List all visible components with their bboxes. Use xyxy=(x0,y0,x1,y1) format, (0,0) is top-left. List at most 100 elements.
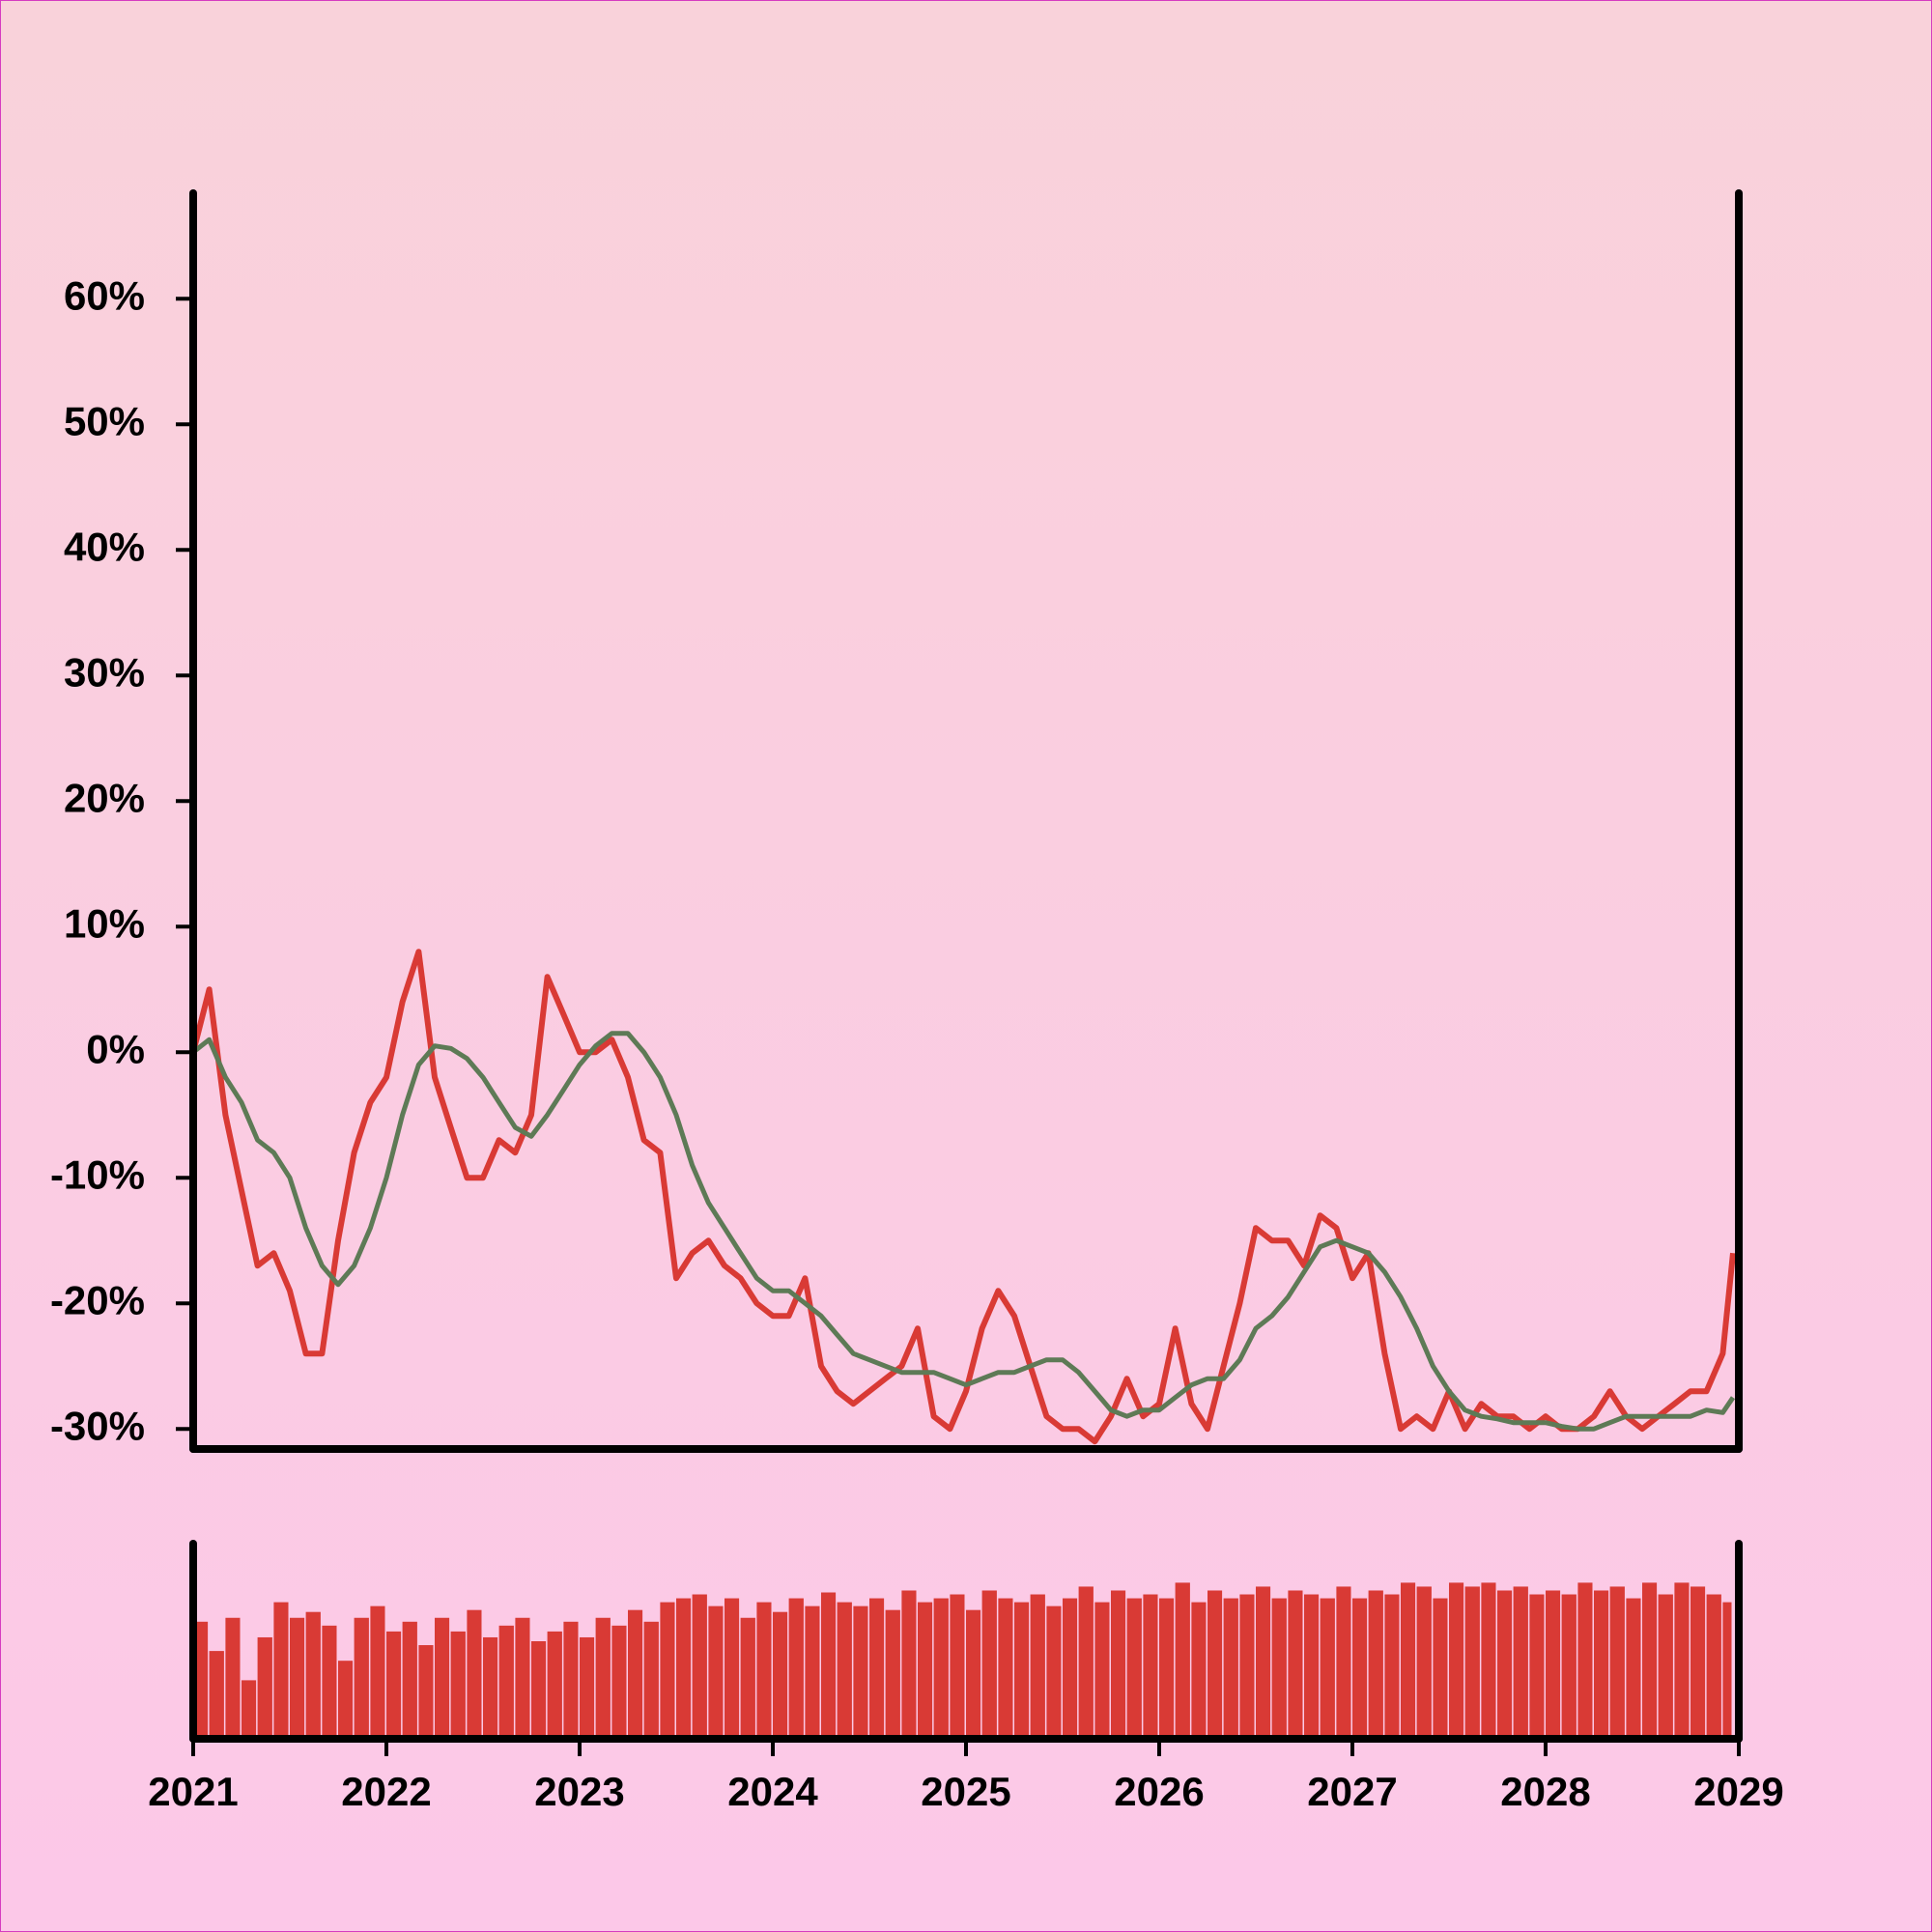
volume-bar xyxy=(435,1617,450,1739)
y-tick-label: 20% xyxy=(64,775,145,820)
volume-bar xyxy=(643,1621,659,1739)
volume-bar xyxy=(1256,1586,1271,1739)
volume-bar xyxy=(483,1636,498,1739)
volume-bar xyxy=(724,1598,740,1739)
x-tick-label: 2029 xyxy=(1693,1769,1783,1814)
volume-bar xyxy=(1529,1594,1545,1739)
volume-bar xyxy=(1449,1582,1464,1739)
volume-bar xyxy=(354,1617,369,1739)
volume-bar xyxy=(788,1598,804,1739)
volume-bar xyxy=(1126,1598,1142,1739)
volume-bar xyxy=(450,1631,466,1739)
x-tick-label: 2026 xyxy=(1114,1769,1204,1814)
volume-bar xyxy=(1223,1598,1238,1739)
volume-bar xyxy=(322,1625,337,1739)
volume-bar xyxy=(1159,1598,1175,1739)
y-tick-label: -30% xyxy=(50,1403,145,1448)
x-tick-label: 2028 xyxy=(1500,1769,1590,1814)
volume-bar xyxy=(1658,1594,1673,1739)
volume-bar xyxy=(628,1609,643,1739)
volume-bar xyxy=(1175,1582,1190,1739)
volume-bar xyxy=(981,1590,997,1739)
volume-bar xyxy=(257,1636,272,1739)
volume-bar xyxy=(885,1609,900,1739)
volume-bar xyxy=(1594,1590,1609,1739)
volume-bar xyxy=(1546,1590,1561,1739)
volume-bar xyxy=(563,1621,579,1739)
y-tick-label: 40% xyxy=(64,524,145,569)
volume-bar xyxy=(1513,1586,1528,1739)
volume-bar xyxy=(467,1609,482,1739)
y-tick-label: 30% xyxy=(64,649,145,695)
volume-bar xyxy=(1384,1594,1400,1739)
volume-bar xyxy=(290,1617,305,1739)
volume-bar xyxy=(1191,1602,1207,1739)
y-tick-label: -10% xyxy=(50,1151,145,1197)
volume-bar xyxy=(821,1592,837,1739)
volume-bar xyxy=(933,1598,949,1739)
volume-bar xyxy=(1577,1582,1593,1739)
volume-bar xyxy=(580,1636,595,1739)
volume-bar xyxy=(805,1605,820,1739)
y-tick-label: 60% xyxy=(64,272,145,318)
volume-bar xyxy=(1239,1594,1255,1739)
volume-bar xyxy=(1271,1598,1287,1739)
volume-bar xyxy=(386,1631,402,1739)
volume-bar xyxy=(756,1602,772,1739)
volume-bar xyxy=(1497,1590,1513,1739)
volume-bar xyxy=(1481,1582,1496,1739)
volume-bar xyxy=(1609,1586,1625,1739)
volume-bar xyxy=(773,1611,788,1739)
volume-bar xyxy=(966,1609,981,1739)
x-tick-label: 2022 xyxy=(341,1769,431,1814)
volume-bar xyxy=(1030,1594,1045,1739)
series-line xyxy=(191,1031,1736,1432)
x-tick-label: 2021 xyxy=(148,1769,238,1814)
volume-bar xyxy=(1320,1598,1335,1739)
volume-bar xyxy=(1094,1602,1110,1739)
volume-bar xyxy=(1304,1594,1320,1739)
volume-bar xyxy=(1046,1605,1062,1739)
volume-bar xyxy=(242,1680,257,1739)
volume-bar xyxy=(1401,1582,1416,1739)
volume-bar xyxy=(273,1602,289,1739)
volume-bar xyxy=(853,1605,868,1739)
volume-bar xyxy=(547,1631,562,1739)
volume-bar xyxy=(998,1598,1013,1739)
volume-bar xyxy=(676,1598,692,1739)
x-tick-label: 2024 xyxy=(727,1769,818,1814)
volume-bar xyxy=(740,1617,755,1739)
volume-bar xyxy=(1433,1598,1448,1739)
volume-bar xyxy=(901,1590,917,1739)
series-line xyxy=(190,949,1736,1445)
volume-bar xyxy=(225,1617,241,1739)
volume-bar xyxy=(1336,1586,1351,1739)
volume-bar xyxy=(1706,1594,1721,1739)
y-tick-label: 50% xyxy=(64,398,145,443)
volume-bar xyxy=(1690,1586,1706,1739)
volume-bar xyxy=(1674,1582,1690,1739)
volume-bar xyxy=(950,1594,965,1739)
volume-bar xyxy=(1626,1598,1641,1739)
volume-bar xyxy=(209,1651,224,1739)
x-tick-label: 2025 xyxy=(921,1769,1010,1814)
volume-bar xyxy=(1352,1598,1368,1739)
volume-bar xyxy=(708,1605,724,1739)
volume-bar xyxy=(370,1605,385,1739)
volume-bar xyxy=(1014,1602,1030,1739)
volume-bar xyxy=(660,1602,675,1739)
volume-bar xyxy=(1288,1590,1303,1739)
volume-bar xyxy=(1416,1586,1432,1739)
volume-bar xyxy=(1063,1598,1078,1739)
x-tick-label: 2027 xyxy=(1307,1769,1397,1814)
volume-bar xyxy=(1368,1590,1383,1739)
volume-bar xyxy=(1561,1594,1577,1739)
volume-bar xyxy=(595,1617,611,1739)
volume-bar xyxy=(1143,1594,1158,1739)
volume-bar xyxy=(305,1611,321,1739)
volume-bar xyxy=(515,1617,530,1739)
volume-bar xyxy=(918,1602,933,1739)
y-tick-label: 0% xyxy=(86,1026,145,1071)
